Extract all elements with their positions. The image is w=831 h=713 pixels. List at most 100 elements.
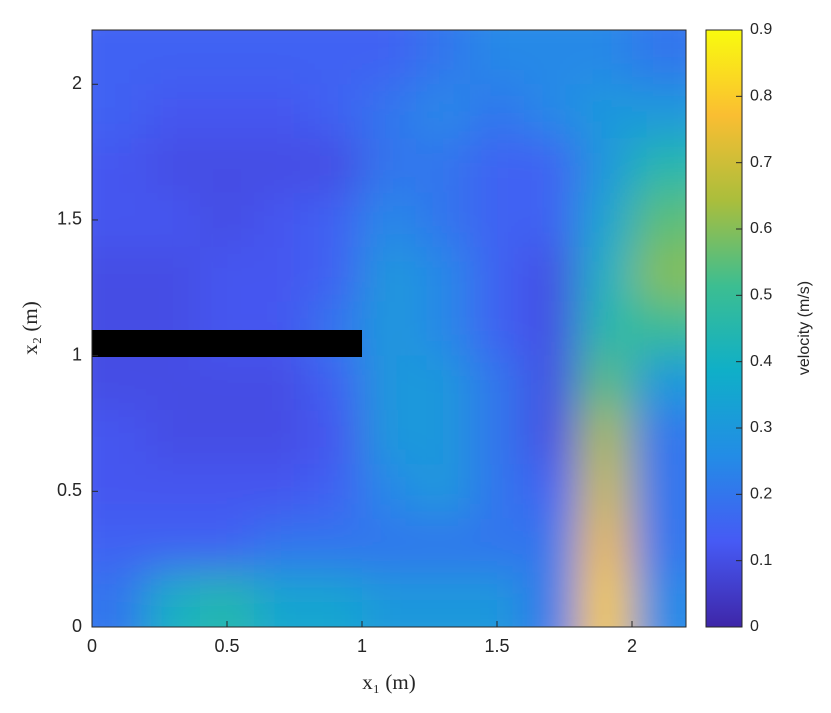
cell bbox=[200, 30, 255, 85]
cell bbox=[362, 30, 417, 85]
cell bbox=[524, 30, 579, 85]
cell bbox=[362, 464, 417, 519]
cell bbox=[146, 30, 201, 85]
colorbar-tick-label: 0.7 bbox=[750, 154, 772, 171]
cell bbox=[632, 572, 686, 627]
cell bbox=[416, 518, 471, 574]
colorbar bbox=[705, 29, 743, 628]
cell bbox=[92, 572, 147, 627]
x-tick-label: 2 bbox=[627, 636, 637, 656]
cell bbox=[308, 409, 363, 465]
cell bbox=[416, 572, 471, 627]
cell bbox=[632, 409, 686, 465]
y-tick-label: 2 bbox=[72, 73, 82, 93]
cell bbox=[578, 84, 633, 140]
cell bbox=[470, 301, 525, 357]
cell bbox=[362, 138, 417, 194]
cell bbox=[200, 464, 255, 519]
cell bbox=[416, 409, 471, 465]
cell bbox=[578, 355, 633, 411]
cell bbox=[200, 247, 255, 302]
cell bbox=[524, 464, 579, 519]
x-tick-label: 0.5 bbox=[214, 636, 239, 656]
obstacle bbox=[92, 330, 362, 357]
cell bbox=[416, 355, 471, 411]
cell bbox=[308, 84, 363, 140]
cell bbox=[470, 409, 525, 465]
cell bbox=[416, 192, 471, 248]
cell bbox=[146, 84, 201, 140]
cell bbox=[416, 30, 471, 85]
cell bbox=[470, 192, 525, 248]
cell bbox=[416, 138, 471, 194]
y-tick-label: 0.5 bbox=[57, 480, 82, 500]
cell bbox=[578, 464, 633, 519]
colorbar-tick-label: 0.3 bbox=[750, 419, 772, 436]
cell bbox=[470, 138, 525, 194]
cell bbox=[470, 464, 525, 519]
colorbar-tick-label: 0.8 bbox=[750, 88, 772, 105]
cell bbox=[254, 30, 309, 85]
x-axis-label: x₁ (m) bbox=[362, 670, 415, 694]
cell bbox=[254, 409, 309, 465]
cell bbox=[146, 572, 201, 627]
colorbar-tick-label: 0.2 bbox=[750, 486, 772, 503]
cell bbox=[308, 192, 363, 248]
cell bbox=[578, 138, 633, 194]
cell bbox=[146, 409, 201, 465]
cell bbox=[92, 518, 147, 574]
cell bbox=[632, 138, 686, 194]
cell bbox=[632, 301, 686, 357]
cell bbox=[578, 247, 633, 302]
cell bbox=[632, 30, 686, 85]
colorbar-tick-label: 0.5 bbox=[750, 287, 772, 304]
cell bbox=[254, 518, 309, 574]
cell bbox=[146, 192, 201, 248]
cell bbox=[524, 355, 579, 411]
y-tick-label: 0 bbox=[72, 616, 82, 636]
axes-box bbox=[91, 29, 687, 628]
cell bbox=[416, 301, 471, 357]
cell bbox=[146, 518, 201, 574]
cell bbox=[362, 409, 417, 465]
cell bbox=[524, 84, 579, 140]
cell bbox=[632, 355, 686, 411]
cell bbox=[146, 464, 201, 519]
cell bbox=[578, 30, 633, 85]
cell bbox=[470, 355, 525, 411]
cell bbox=[524, 572, 579, 627]
cell bbox=[92, 247, 147, 302]
cell bbox=[470, 30, 525, 85]
cell bbox=[92, 30, 147, 85]
cell bbox=[632, 518, 686, 574]
cell bbox=[470, 247, 525, 302]
cell bbox=[92, 464, 147, 519]
cell bbox=[200, 84, 255, 140]
cell bbox=[254, 84, 309, 140]
cell bbox=[92, 355, 147, 411]
x-tick-label: 1 bbox=[357, 636, 367, 656]
cell bbox=[524, 409, 579, 465]
cell bbox=[308, 30, 363, 85]
cell bbox=[416, 464, 471, 519]
cell bbox=[308, 518, 363, 574]
cell bbox=[524, 247, 579, 302]
cell bbox=[524, 301, 579, 357]
cell bbox=[632, 247, 686, 302]
cell bbox=[308, 464, 363, 519]
cell bbox=[416, 84, 471, 140]
colorbar-tick-label: 0.4 bbox=[750, 353, 772, 370]
cell bbox=[308, 138, 363, 194]
cell bbox=[578, 518, 633, 574]
cell bbox=[200, 572, 255, 627]
cell bbox=[308, 355, 363, 411]
cell bbox=[92, 192, 147, 248]
cell bbox=[200, 518, 255, 574]
cell bbox=[524, 138, 579, 194]
cell bbox=[578, 572, 633, 627]
cell bbox=[146, 138, 201, 194]
colorbar-tick-label: 0.1 bbox=[750, 552, 772, 569]
cell bbox=[632, 84, 686, 140]
cell bbox=[416, 247, 471, 302]
cell bbox=[92, 409, 147, 465]
